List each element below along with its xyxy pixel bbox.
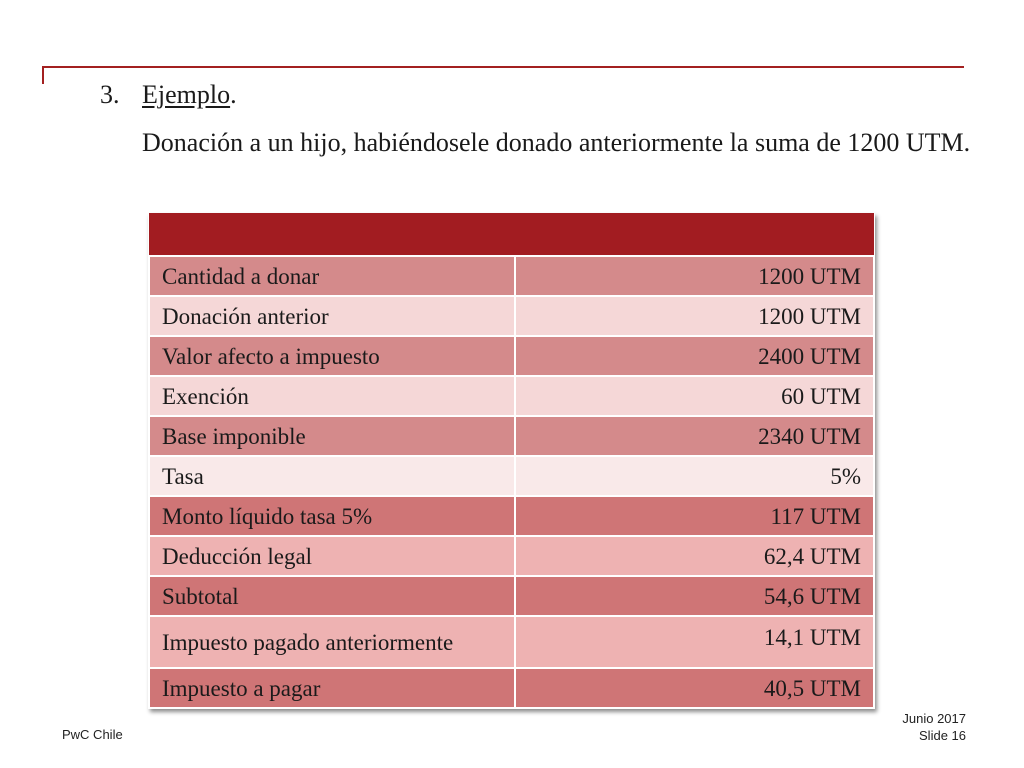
row-label: Tasa xyxy=(148,455,516,497)
heading-title: Ejemplo xyxy=(142,80,231,109)
row-label: Impuesto pagado anteriormente xyxy=(148,615,516,669)
top-rule xyxy=(42,66,964,68)
slide-subtitle: Donación a un hijo, habiéndosele donado … xyxy=(142,128,971,157)
table-header xyxy=(149,213,874,257)
table-row: Impuesto a pagar 40,5 UTM xyxy=(148,667,875,709)
row-value: 117 UTM xyxy=(514,495,875,537)
heading-number: 3. xyxy=(100,80,120,109)
table-row: Donación anterior 1200 UTM xyxy=(148,295,875,337)
row-label: Cantidad a donar xyxy=(148,255,516,297)
table-row: Cantidad a donar 1200 UTM xyxy=(148,255,875,297)
table-row: Tasa 5% xyxy=(148,455,875,497)
heading-title-suffix: . xyxy=(230,80,237,109)
row-label: Valor afecto a impuesto xyxy=(148,335,516,377)
top-rule-tick xyxy=(42,66,44,84)
footer-meta: Junio 2017 Slide 16 xyxy=(902,710,966,744)
table-row: Valor afecto a impuesto 2400 UTM xyxy=(148,335,875,377)
row-value: 60 UTM xyxy=(514,375,875,417)
footer-slide-number: Slide 16 xyxy=(919,728,966,743)
row-value: 5% xyxy=(514,455,875,497)
row-label: Subtotal xyxy=(148,575,516,617)
row-value: 1200 UTM xyxy=(514,255,875,297)
footer-date: Junio 2017 xyxy=(902,711,966,726)
table-row: Base imponible 2340 UTM xyxy=(148,415,875,457)
table-row: Exención 60 UTM xyxy=(148,375,875,417)
row-value: 62,4 UTM xyxy=(514,535,875,577)
row-label: Deducción legal xyxy=(148,535,516,577)
row-label: Donación anterior xyxy=(148,295,516,337)
row-label: Exención xyxy=(148,375,516,417)
row-value: 54,6 UTM xyxy=(514,575,875,617)
table-row: Subtotal 54,6 UTM xyxy=(148,575,875,617)
row-value: 2340 UTM xyxy=(514,415,875,457)
slide-heading: 3. Ejemplo. xyxy=(100,78,237,112)
row-value: 1200 UTM xyxy=(514,295,875,337)
row-value: 14,1 UTM xyxy=(514,615,875,669)
table-header-row xyxy=(149,213,874,257)
table-row: Impuesto pagado anteriormente 14,1 UTM xyxy=(148,615,875,669)
table-row: Monto líquido tasa 5% 117 UTM xyxy=(148,495,875,537)
table-row: Deducción legal 62,4 UTM xyxy=(148,535,875,577)
row-label: Impuesto a pagar xyxy=(148,667,516,709)
tax-table: Cantidad a donar 1200 UTM Donación anter… xyxy=(148,213,875,709)
row-label: Base imponible xyxy=(148,415,516,457)
footer-company: PwC Chile xyxy=(62,727,123,742)
row-label: Monto líquido tasa 5% xyxy=(148,495,516,537)
row-value: 40,5 UTM xyxy=(514,667,875,709)
row-value: 2400 UTM xyxy=(514,335,875,377)
